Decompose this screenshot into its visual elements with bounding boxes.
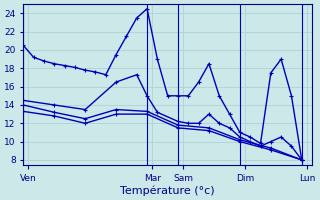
X-axis label: Température (°c): Température (°c) (120, 185, 215, 196)
